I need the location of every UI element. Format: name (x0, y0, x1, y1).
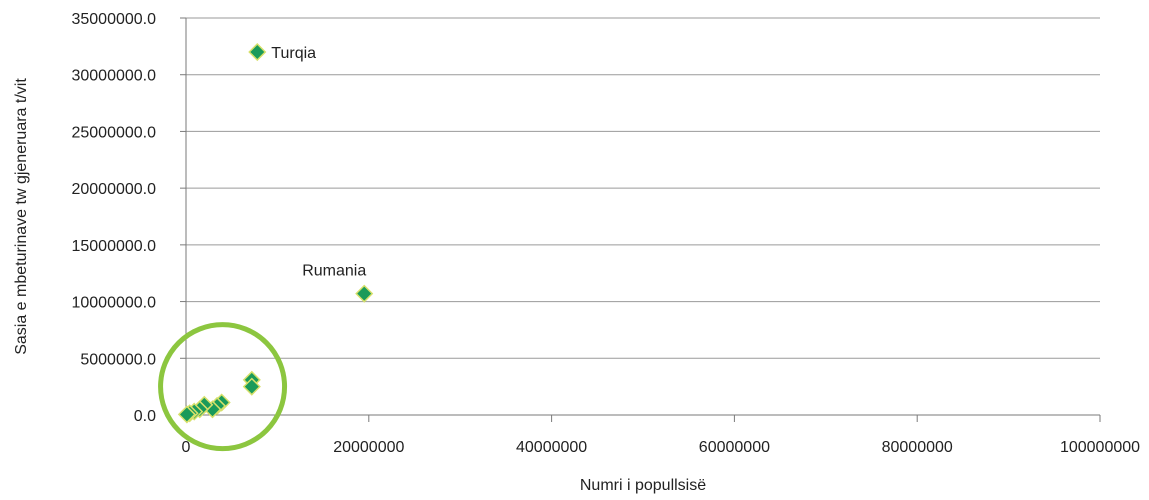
y-tick-label: 25000000.0 (71, 124, 156, 141)
point-label: Turqia (271, 45, 316, 62)
y-tick-label: 30000000.0 (71, 68, 156, 85)
axes (180, 17, 1101, 422)
highlight-layer (158, 322, 288, 452)
data-point (248, 42, 267, 62)
point-annotations: Turqia Rumania (271, 45, 366, 280)
x-tick-label: 100000000 (1060, 439, 1140, 456)
x-tick-label: 60000000 (699, 439, 770, 456)
point-label: Rumania (302, 263, 366, 280)
x-tick-label: 20000000 (333, 439, 404, 456)
grid-lines (186, 17, 1100, 359)
y-tick-label: 5000000.0 (80, 351, 156, 368)
data-point (242, 377, 261, 396)
x-tick-labels: 0 20000000 40000000 60000000 80000000 1000000… (182, 439, 1141, 456)
data-point (355, 284, 374, 303)
x-tick-label: 40000000 (516, 439, 587, 456)
x-axis-title: Numri i popullsisë (580, 477, 706, 494)
y-axis-title: Sasia e mbeturinave tw gjeneruara t/vit (13, 78, 30, 355)
y-tick-label: 35000000.0 (71, 11, 156, 28)
y-tick-label: 15000000.0 (71, 238, 156, 255)
y-tick-label: 0.0 (134, 408, 156, 425)
data-points (177, 42, 374, 424)
y-tick-label: 20000000.0 (71, 181, 156, 198)
y-tick-label: 10000000.0 (71, 295, 156, 312)
x-tick-label: 80000000 (882, 439, 953, 456)
x-tick-label: 0 (182, 439, 191, 456)
y-tick-labels: 0.0 5000000.0 10000000.0 15000000.0 20000000… (71, 11, 156, 425)
highlight-circle (158, 322, 288, 452)
data-point (177, 405, 196, 424)
